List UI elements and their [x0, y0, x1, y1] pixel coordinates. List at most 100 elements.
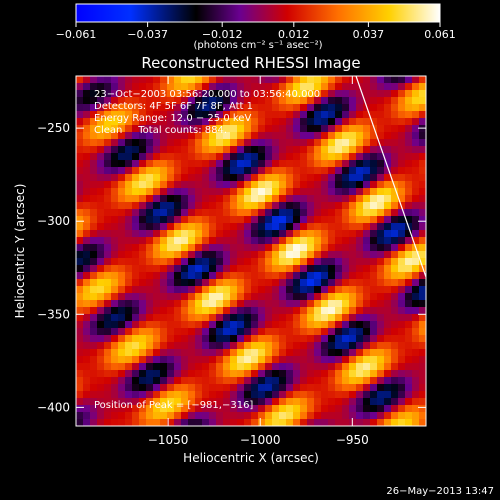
heatmap-cell	[377, 419, 385, 426]
heatmap-cell	[384, 349, 392, 357]
heatmap-cell	[279, 398, 287, 406]
heatmap-cell	[90, 335, 98, 343]
heatmap-cell	[174, 97, 182, 105]
heatmap-cell	[384, 111, 392, 119]
heatmap-cell	[419, 202, 426, 210]
heatmap-cell	[272, 321, 280, 329]
heatmap-cell	[349, 293, 357, 301]
heatmap-cell	[104, 195, 112, 203]
heatmap-cell	[419, 125, 426, 133]
heatmap-cell	[412, 335, 420, 343]
heatmap-cell	[251, 328, 259, 336]
heatmap-cell	[181, 335, 189, 343]
heatmap-cell	[314, 321, 322, 329]
heatmap-cell	[97, 328, 105, 336]
heatmap-cell	[286, 202, 294, 210]
heatmap-cell	[230, 146, 238, 154]
heatmap-cell	[118, 195, 126, 203]
heatmap-cell	[342, 125, 350, 133]
heatmap-cell	[335, 328, 343, 336]
heatmap-cell	[167, 230, 175, 238]
heatmap-cell	[419, 258, 426, 266]
heatmap-cell	[181, 356, 189, 364]
heatmap-cell	[342, 349, 350, 357]
heatmap-cell	[244, 293, 252, 301]
heatmap-cell	[412, 188, 420, 196]
heatmap-cell	[118, 321, 126, 329]
heatmap-cell	[377, 349, 385, 357]
heatmap-cell	[251, 349, 259, 357]
heatmap-cell	[328, 279, 336, 287]
heatmap-cell	[328, 300, 336, 308]
heatmap-cell	[363, 97, 371, 105]
heatmap-cell	[237, 230, 245, 238]
heatmap-cell	[328, 76, 336, 84]
heatmap-cell	[139, 279, 147, 287]
heatmap-cell	[174, 132, 182, 140]
heatmap-cell	[419, 160, 426, 168]
heatmap-cell	[300, 279, 308, 287]
heatmap-cell	[111, 321, 119, 329]
heatmap-cell	[216, 251, 224, 259]
heatmap-cell	[328, 265, 336, 273]
heatmap-cell	[412, 356, 420, 364]
heatmap-cell	[279, 307, 287, 315]
heatmap-cell	[118, 412, 126, 420]
heatmap-cell	[139, 300, 147, 308]
heatmap-cell	[202, 314, 210, 322]
heatmap-cell	[300, 286, 308, 294]
heatmap-cell	[300, 181, 308, 189]
heatmap-cell	[90, 167, 98, 175]
heatmap-cell	[335, 321, 343, 329]
heatmap-cell	[419, 405, 426, 413]
heatmap-cell	[398, 356, 406, 364]
heatmap-cell	[300, 391, 308, 399]
heatmap-cell	[405, 202, 413, 210]
heatmap-cell	[195, 300, 203, 308]
heatmap-cell	[363, 384, 371, 392]
heatmap-cell	[349, 279, 357, 287]
heatmap-cell	[118, 76, 126, 84]
heatmap-cell	[125, 335, 133, 343]
heatmap-cell	[398, 153, 406, 161]
heatmap-cell	[230, 377, 238, 385]
heatmap-cell	[76, 83, 84, 91]
heatmap-cell	[321, 132, 329, 140]
heatmap-cell	[370, 174, 378, 182]
heatmap-cell	[209, 412, 217, 420]
heatmap-cell	[132, 139, 140, 147]
heatmap-cell	[272, 160, 280, 168]
heatmap-cell	[356, 104, 364, 112]
heatmap-cell	[174, 342, 182, 350]
heatmap-cell	[174, 258, 182, 266]
heatmap-cell	[251, 398, 259, 406]
heatmap-cell	[419, 335, 426, 343]
heatmap-cell	[377, 307, 385, 315]
heatmap-cell	[398, 307, 406, 315]
heatmap-cell	[195, 181, 203, 189]
heatmap-cell	[223, 160, 231, 168]
heatmap-cell	[195, 370, 203, 378]
heatmap-cell	[153, 279, 161, 287]
heatmap-cell	[118, 237, 126, 245]
heatmap-cell	[398, 195, 406, 203]
heatmap-cell	[111, 307, 119, 315]
heatmap-cell	[398, 286, 406, 294]
heatmap-cell	[265, 419, 273, 426]
heatmap-cell	[118, 167, 126, 175]
heatmap-cell	[286, 230, 294, 238]
heatmap-cell	[419, 181, 426, 189]
heatmap-cell	[258, 244, 266, 252]
heatmap-cell	[153, 307, 161, 315]
heatmap-cell	[132, 153, 140, 161]
heatmap-cell	[258, 167, 266, 175]
heatmap-cell	[258, 181, 266, 189]
heatmap-cell	[342, 237, 350, 245]
heatmap-cell	[328, 342, 336, 350]
heatmap-cell	[160, 251, 168, 259]
heatmap-cell	[104, 237, 112, 245]
heatmap-cell	[279, 405, 287, 413]
heatmap-cell	[209, 293, 217, 301]
heatmap-cell	[216, 286, 224, 294]
heatmap-cell	[216, 314, 224, 322]
